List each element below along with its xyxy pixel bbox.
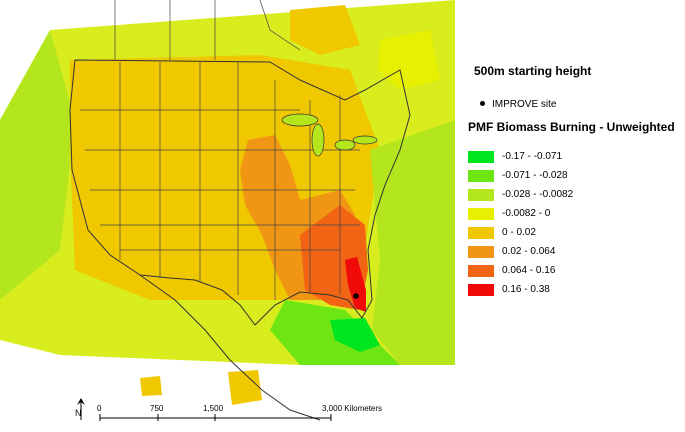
scale-tick-0: 0	[97, 404, 102, 413]
legend-label: -0.0082 - 0	[502, 208, 551, 219]
starting-height-label: 500m starting height	[474, 64, 592, 78]
legend-panel: 500m starting height IMPROVE site PMF Bi…	[455, 0, 685, 427]
zone-mexico-patch	[228, 370, 262, 405]
legend-item: -0.028 - -0.0082	[468, 185, 573, 204]
legend-title: PMF Biomass Burning - Unweighted	[468, 120, 675, 134]
zone-quebec-patch	[378, 30, 440, 90]
legend-swatch	[468, 150, 494, 163]
scale-tick-3000: 3,000 Kilometers	[322, 404, 382, 413]
legend-item: 0.064 - 0.16	[468, 261, 573, 280]
legend-label: 0 - 0.02	[502, 227, 536, 238]
zone-west-margin	[0, 30, 75, 300]
map-canvas[interactable]: N 0 750 1,500 3,000 Kilometers	[0, 0, 455, 427]
north-label: N	[75, 408, 82, 418]
legend-swatch	[468, 245, 494, 258]
zone-canada-patch	[290, 5, 360, 55]
zone-hotspot-red	[345, 257, 366, 312]
map-svg: N 0 750 1,500 3,000 Kilometers	[0, 0, 455, 421]
north-arrow-icon	[77, 398, 85, 420]
canada-boundaries	[114, 0, 301, 60]
legend-label: -0.17 - -0.071	[502, 151, 563, 162]
zone-florida-strong-negative	[330, 318, 380, 352]
legend-label: 0.02 - 0.064	[502, 246, 556, 257]
legend-swatch	[468, 169, 494, 182]
legend-item: 0 - 0.02	[468, 223, 573, 242]
legend-label: -0.028 - -0.0082	[502, 189, 574, 200]
legend-swatch	[468, 226, 494, 239]
site-dot-icon	[480, 100, 485, 106]
legend-label: -0.071 - -0.028	[502, 170, 568, 181]
legend-item: -0.071 - -0.028	[468, 166, 573, 185]
us-outline	[69, 59, 411, 326]
great-lakes	[281, 113, 378, 157]
mexico-outline	[139, 274, 321, 421]
legend-label: 0.064 - 0.16	[502, 265, 556, 276]
zone-mexico-patch-2	[140, 376, 162, 396]
legend-swatch	[468, 283, 494, 296]
legend-item: 0.16 - 0.38	[468, 280, 573, 299]
legend-swatch	[468, 207, 494, 220]
scale-tick-1500: 1,500	[203, 404, 224, 413]
legend-item: -0.17 - -0.071	[468, 147, 573, 166]
site-legend-entry: IMPROVE site	[480, 99, 556, 110]
state-boundaries	[80, 62, 360, 300]
legend-swatch	[468, 188, 494, 201]
legend-item: 0.02 - 0.064	[468, 242, 573, 261]
legend-item: -0.0082 - 0	[468, 204, 573, 223]
legend-label: 0.16 - 0.38	[502, 284, 550, 295]
legend-swatch	[468, 264, 494, 277]
scale-tick-750: 750	[150, 404, 164, 413]
legend-list: -0.17 - -0.071 -0.071 - -0.028 -0.028 - -0…	[468, 147, 573, 299]
scale-bar: 0 750 1,500 3,000 Kilometers	[97, 404, 382, 421]
site-legend-label: IMPROVE site	[492, 99, 557, 110]
zone-atlantic-green	[370, 120, 455, 365]
improve-site-marker[interactable]	[353, 293, 359, 299]
